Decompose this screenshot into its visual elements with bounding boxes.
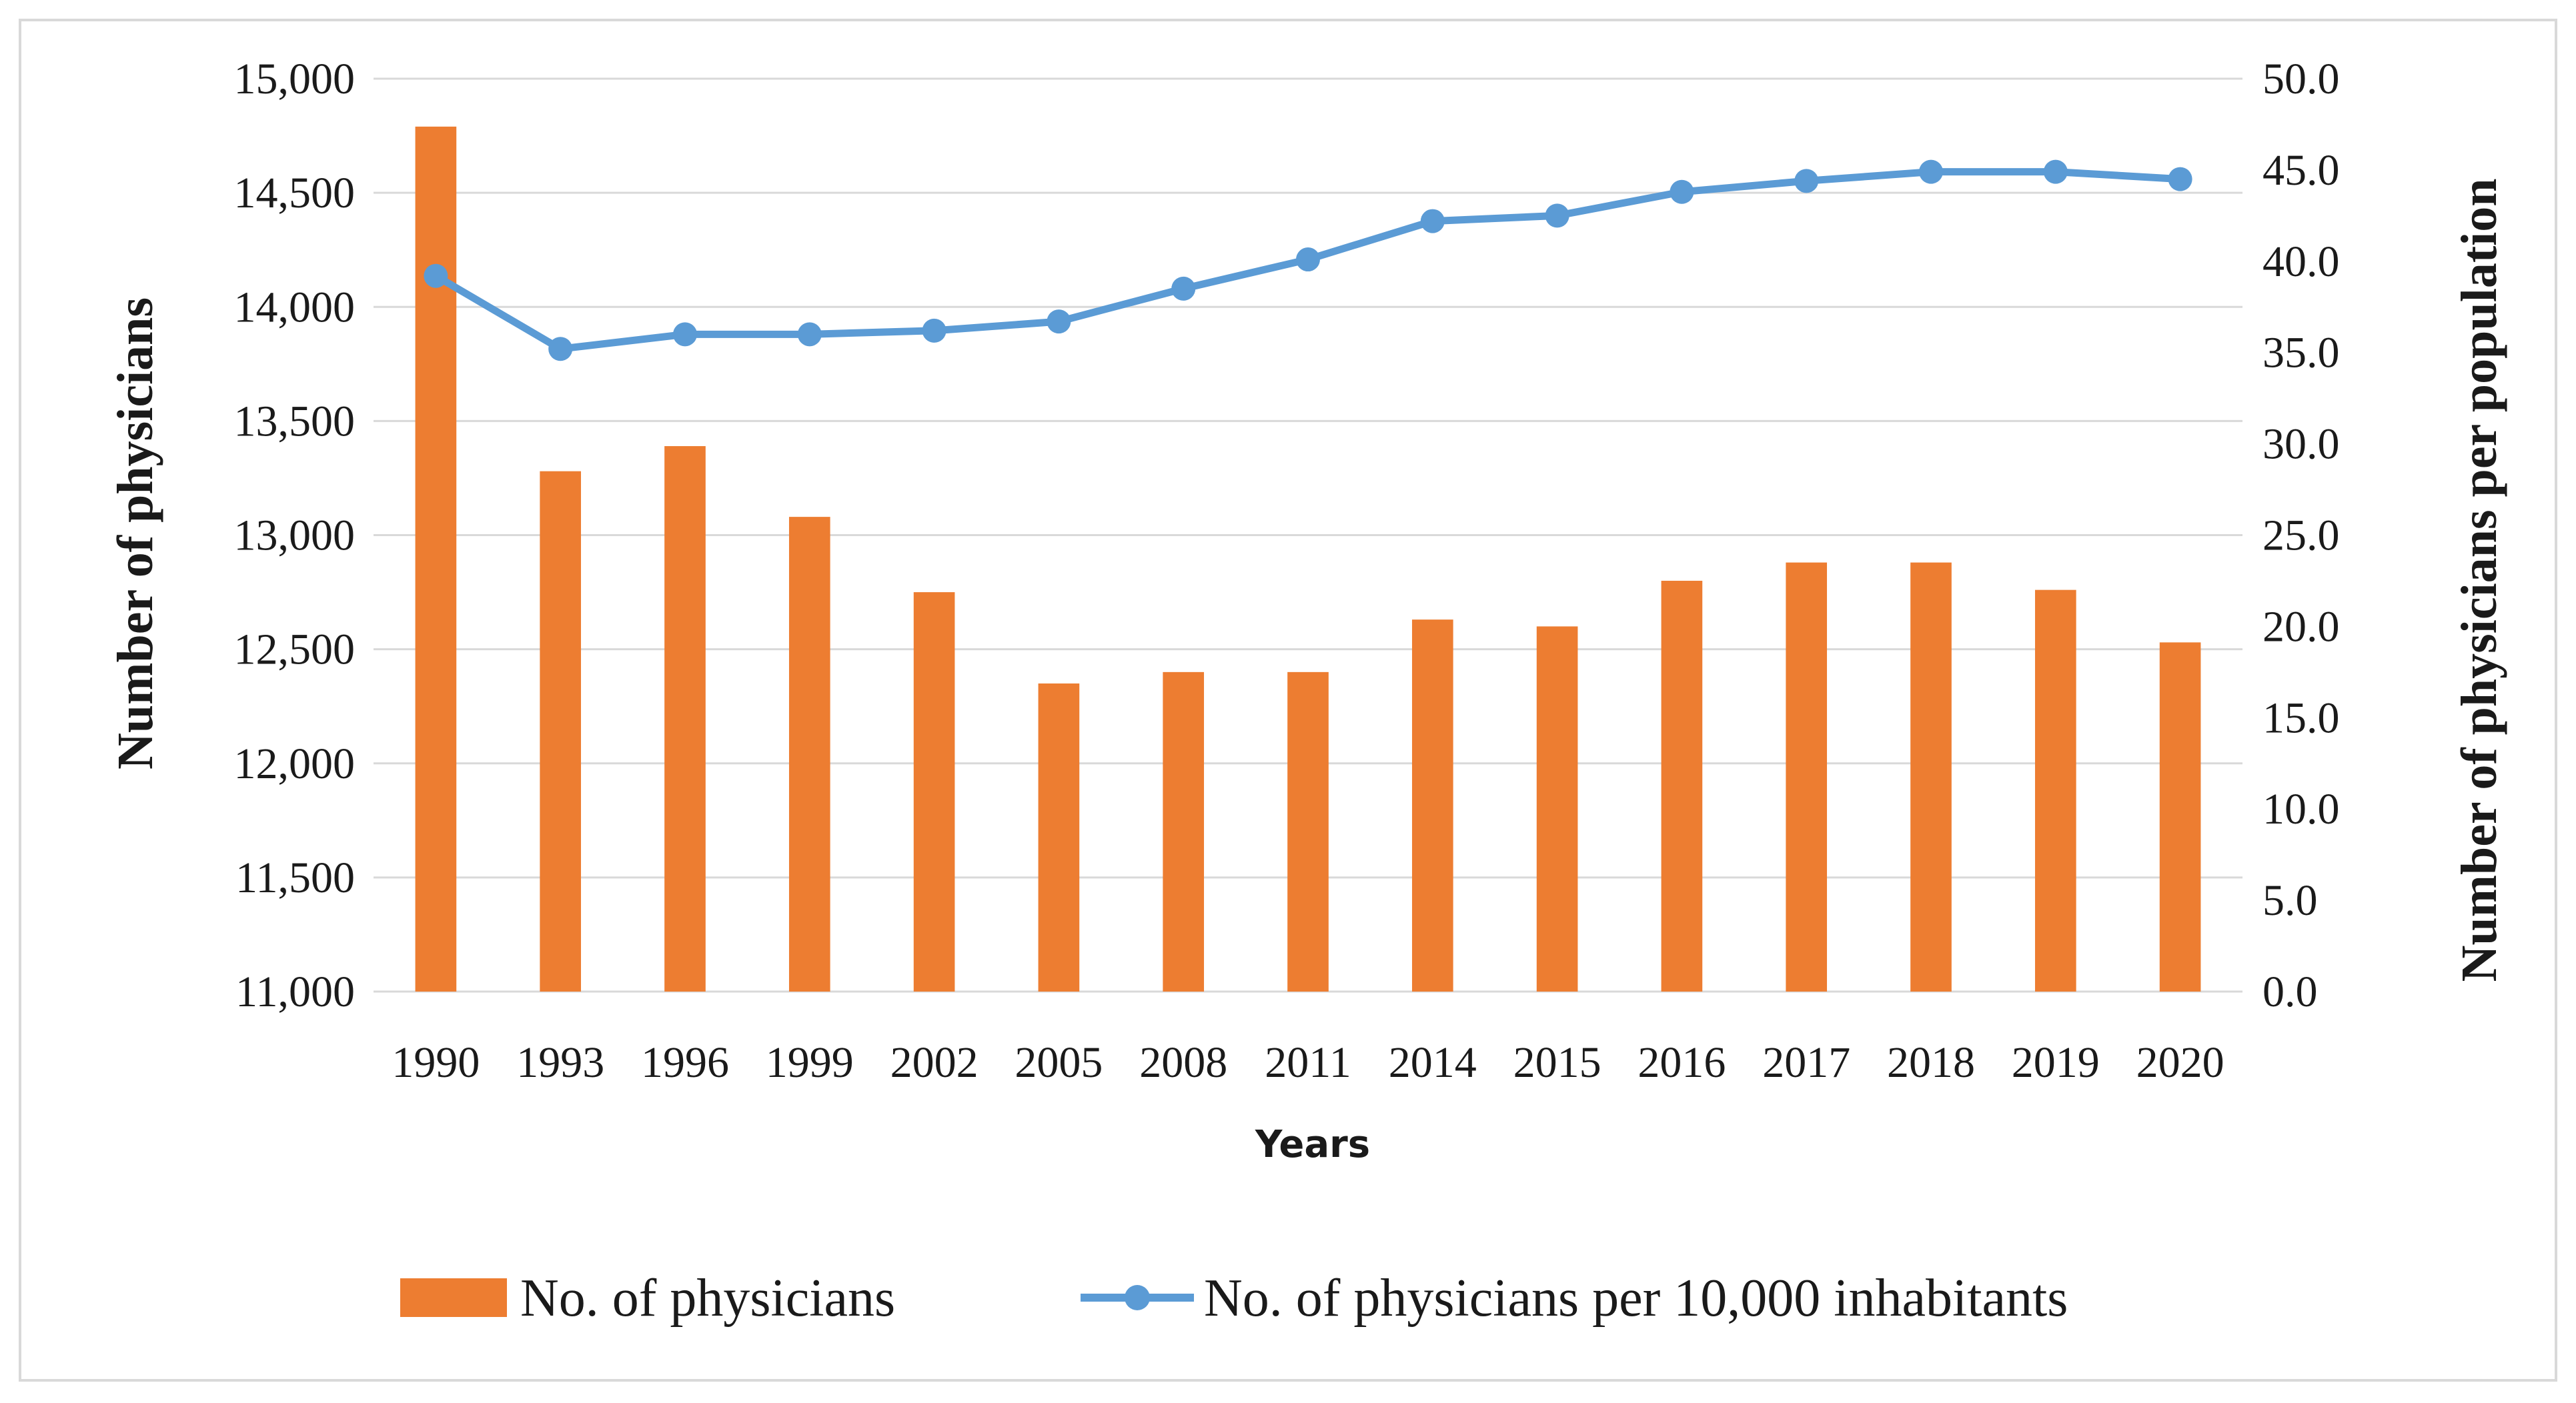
left-axis-ticks: 11,000 11,500 12,000 12,500 13,000 13,500 14,0… [234,55,356,1016]
right-tick-label: 0.0 [2263,968,2318,1016]
legend-label-bar: No. of physicians [520,1269,895,1328]
line-point [1919,159,1943,184]
right-axis-title: Number of physicians per population [2451,178,2507,982]
line-point [1296,247,1320,272]
x-tick-label: 2005 [1015,1038,1103,1087]
bar [1038,683,1080,992]
x-tick-label: 2014 [1389,1038,1477,1087]
bar [415,126,457,992]
x-tick-label: 2008 [1139,1038,1227,1087]
right-tick-label: 45.0 [2263,146,2340,195]
left-tick-label: 14,000 [234,283,356,331]
x-tick-label: 2011 [1265,1038,1351,1087]
x-tick-label: 2002 [890,1038,979,1087]
line-point [1420,209,1445,233]
line-point [424,263,448,288]
bar [540,471,582,992]
bar [788,517,830,992]
bar [664,446,706,992]
left-tick-label: 13,000 [234,511,356,560]
line-point [548,337,573,361]
x-tick-label: 2015 [1513,1038,1601,1087]
right-tick-label: 30.0 [2263,420,2340,469]
x-axis-title: Years [1255,1123,1370,1166]
bar [2159,642,2201,992]
bar [1536,626,1578,992]
left-tick-label: 11,500 [235,854,355,902]
line-point [922,318,946,343]
line-point [1545,203,1569,228]
bar [1661,580,1703,992]
right-tick-label: 25.0 [2263,511,2340,560]
line-point [2168,167,2192,191]
left-axis-title: Number of physicians [107,297,163,770]
x-tick-label: 2018 [1887,1038,1975,1087]
line-point [2043,159,2068,184]
line-point [797,322,822,347]
x-tick-label: 2020 [2136,1038,2224,1087]
left-tick-label: 11,000 [235,968,355,1016]
bar [1163,671,1205,992]
right-tick-label: 35.0 [2263,329,2340,377]
line-point [1670,179,1694,204]
bar-series [415,126,2201,992]
bar [1786,562,1828,992]
legend-line-marker [1125,1285,1150,1310]
x-tick-label: 2017 [1762,1038,1850,1087]
x-axis-ticks: 1990 1993 1996 1999 2002 2005 2008 2011 2014 2015… [392,1038,2224,1087]
right-tick-label: 50.0 [2263,55,2340,103]
left-tick-label: 12,500 [234,625,356,674]
left-tick-label: 15,000 [234,55,356,103]
x-tick-label: 1996 [641,1038,729,1087]
legend-label-line: No. of physicians per 10,000 inhabitants [1204,1269,2068,1328]
x-tick-label: 2019 [2012,1038,2100,1087]
right-tick-label: 20.0 [2263,602,2340,651]
x-tick-label: 2016 [1638,1038,1726,1087]
bar [1411,619,1453,992]
right-tick-label: 10.0 [2263,785,2340,834]
bar [1287,671,1329,992]
line-point [673,322,697,347]
line-point [1171,276,1196,301]
right-axis-ticks: 0.0 5.0 10.0 15.0 20.0 25.0 30.0 35.0 40.0 45.0 50… [2263,55,2340,1016]
x-tick-label: 1993 [516,1038,604,1087]
line-point [1047,309,1071,334]
right-tick-label: 15.0 [2263,693,2340,742]
right-tick-label: 40.0 [2263,237,2340,286]
bar [2034,589,2076,992]
left-tick-label: 14,500 [234,169,356,217]
legend-bar-swatch [400,1278,507,1317]
line-point [1794,169,1819,193]
left-tick-label: 13,500 [234,397,356,445]
legend: No. of physicians No. of physicians per … [400,1269,2068,1328]
left-tick-label: 12,000 [234,740,356,788]
x-tick-label: 1990 [392,1038,480,1087]
right-tick-label: 5.0 [2263,876,2318,925]
bar [1910,562,1952,992]
x-tick-label: 1999 [766,1038,854,1087]
line-series [424,159,2192,361]
bar [913,592,955,992]
